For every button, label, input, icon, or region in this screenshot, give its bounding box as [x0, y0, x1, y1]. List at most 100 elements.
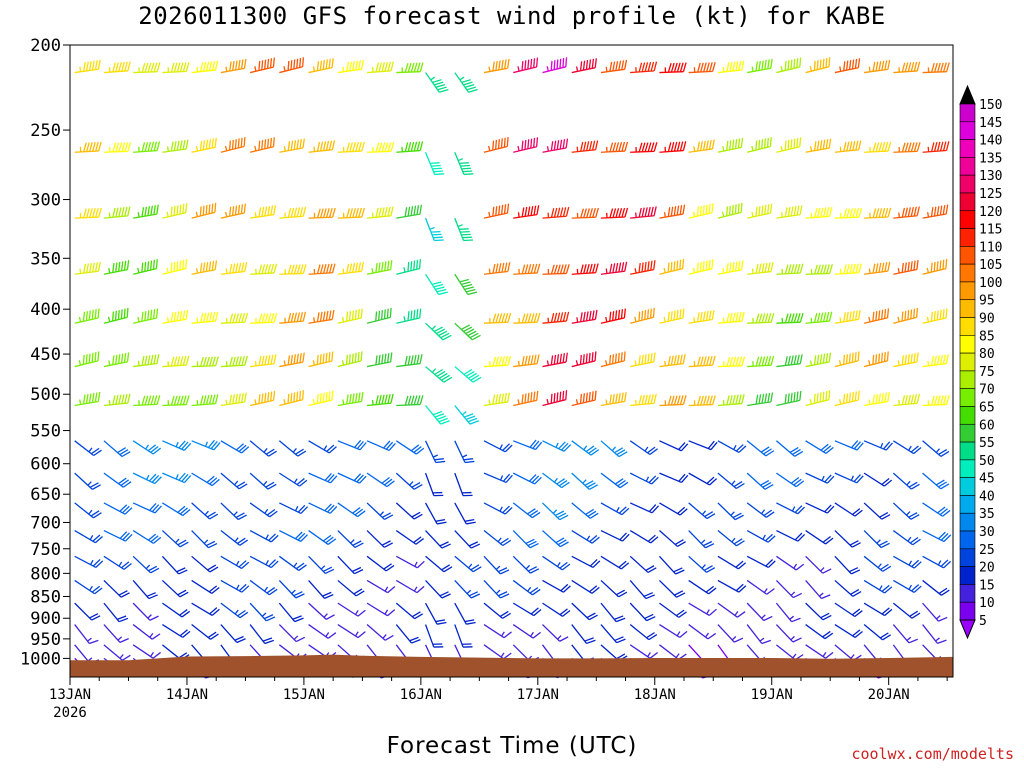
- wind-barb-feather: [319, 354, 322, 364]
- wind-barb-feather: [792, 592, 803, 599]
- wind-barb-feather: [91, 615, 101, 621]
- wind-barb-half-feather: [586, 535, 591, 541]
- wind-barb-feather: [579, 354, 582, 365]
- wind-barb-staff: [688, 440, 712, 451]
- wind-barb-feather: [299, 479, 308, 487]
- wind-barb-feather: [735, 560, 744, 568]
- wind-barb-half-feather: [90, 559, 94, 565]
- wind-barb-feather: [930, 395, 935, 406]
- wind-barb-feather: [381, 476, 390, 484]
- wind-barb-feather: [527, 566, 537, 572]
- wind-barb-feather: [89, 482, 99, 488]
- wind-barb: [629, 580, 655, 600]
- wind-barb-feather: [147, 62, 152, 73]
- wind-barb-feather: [147, 310, 150, 320]
- wind-barb-feather: [583, 208, 588, 218]
- wind-barb: [132, 472, 162, 485]
- wind-barb-feather: [414, 613, 424, 620]
- wind-barb-feather: [433, 81, 444, 86]
- wind-barb-feather: [799, 354, 803, 364]
- wind-barb: [278, 602, 304, 623]
- wind-barb-staff: [220, 321, 245, 324]
- wind-barb: [922, 579, 950, 596]
- wind-barb-feather: [843, 208, 848, 218]
- wind-barb-feather: [910, 142, 915, 152]
- wind-barb-feather: [878, 540, 888, 546]
- wind-barb: [542, 352, 568, 368]
- credit-link[interactable]: coolwx.com/modelts: [851, 745, 1014, 763]
- wind-barb-feather: [147, 355, 151, 365]
- wind-barb-feather: [858, 207, 863, 218]
- wind-barb-feather: [293, 591, 303, 597]
- wind-barb: [191, 311, 219, 324]
- wind-barb-feather: [202, 395, 207, 405]
- wind-barb-feather: [92, 142, 96, 152]
- wind-barb-feather: [647, 261, 650, 271]
- wind-barb-feather: [90, 447, 100, 455]
- wind-barb-feather: [530, 263, 535, 274]
- wind-barb: [688, 555, 716, 573]
- wind-barb-half-feather: [224, 145, 228, 151]
- wind-barb-feather: [299, 139, 303, 149]
- wind-barb: [863, 579, 893, 594]
- wind-barb-half-feather: [459, 76, 465, 81]
- wind-barb-feather: [536, 390, 539, 401]
- wind-barb-feather: [300, 534, 308, 542]
- wind-barb-feather: [387, 260, 390, 271]
- wind-barb-feather: [580, 141, 584, 152]
- wind-barb-feather: [492, 140, 495, 151]
- wind-barb-feather: [935, 479, 945, 486]
- wind-barb-staff: [337, 602, 359, 617]
- wind-barb-feather: [241, 313, 246, 323]
- wind-barb: [424, 273, 448, 296]
- wind-barb-feather: [621, 392, 624, 403]
- wind-barb: [483, 644, 512, 660]
- wind-barb-half-feather: [722, 145, 725, 152]
- wind-barb-feather: [149, 260, 153, 271]
- wind-barb: [191, 356, 219, 368]
- colorbar-swatch: [959, 263, 976, 283]
- wind-barb: [659, 530, 686, 547]
- wind-barb-staff: [278, 472, 300, 487]
- wind-barb-staff: [220, 530, 241, 546]
- wind-barb-feather: [813, 141, 817, 151]
- wind-barb: [747, 136, 772, 153]
- wind-barb-feather: [241, 262, 245, 272]
- wind-barb-feather: [97, 261, 101, 272]
- wind-barb-feather: [822, 535, 831, 543]
- wind-barb-feather: [913, 206, 917, 217]
- wind-barb-feather: [521, 60, 524, 71]
- wind-barb-feather: [677, 506, 686, 514]
- wind-barb-feather: [413, 536, 422, 544]
- wind-barb-staff: [717, 555, 739, 570]
- wind-barb-feather: [415, 447, 425, 455]
- wind-barb-feather: [199, 395, 204, 405]
- wind-barb-half-feather: [556, 561, 561, 567]
- wind-barb-feather: [930, 356, 935, 366]
- wind-barb-feather: [434, 368, 444, 375]
- wind-barb: [571, 502, 599, 519]
- wind-barb: [776, 390, 802, 407]
- wind-barb: [250, 312, 278, 324]
- wind-barb-feather: [443, 566, 453, 573]
- wind-barb-staff: [454, 502, 467, 525]
- wind-barb-staff: [279, 320, 304, 324]
- wind-barb-feather: [112, 62, 116, 73]
- wind-barb-feather: [764, 59, 767, 70]
- wind-barb: [162, 259, 188, 275]
- wind-barb-half-feather: [839, 66, 842, 72]
- y-tick-label: 1000: [20, 649, 61, 669]
- wind-barb-half-feather: [88, 509, 93, 515]
- wind-barb: [834, 309, 861, 324]
- wind-barb-staff: [191, 555, 211, 573]
- wind-barb-half-feather: [78, 316, 82, 323]
- wind-barb-staff: [103, 472, 124, 488]
- colorbar-swatch: [959, 157, 976, 176]
- wind-barb: [893, 206, 920, 219]
- wind-barb-feather: [638, 355, 641, 365]
- wind-barb-feather: [855, 208, 860, 218]
- wind-barb-feather: [176, 261, 179, 271]
- wind-barb-feather: [856, 475, 864, 484]
- wind-barb-staff: [132, 555, 152, 574]
- wind-barb-feather: [296, 353, 299, 364]
